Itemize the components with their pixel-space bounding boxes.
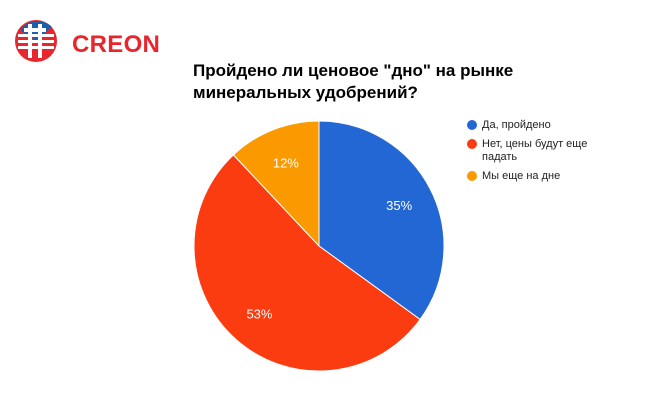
- chart-title-line-1: Пройдено ли ценовое "дно" на рынке: [193, 61, 514, 80]
- legend-item-bottom[interactable]: Мы еще на дне: [467, 170, 657, 183]
- pie-label-no: 53%: [246, 307, 272, 322]
- chart-title-line-2: минеральных удобрений?: [193, 83, 418, 102]
- pie-label-bottom: 12%: [273, 155, 299, 170]
- brand-name: CREON: [72, 31, 161, 58]
- pie-slice-no[interactable]: [193, 154, 421, 372]
- legend-item-yes[interactable]: Да, пройдено: [467, 119, 657, 132]
- legend-label-bottom: Мы еще на дне: [482, 170, 608, 183]
- legend-label-yes-line-1: Да, пройдено: [482, 119, 551, 131]
- pie-label-yes: 35%: [386, 198, 412, 213]
- legend-swatch-bottom: [467, 171, 477, 181]
- legend-item-no[interactable]: Нет, цены будут еще падать: [467, 138, 657, 164]
- legend-label-bottom-line-1: Мы еще на дне: [482, 170, 561, 182]
- legend-label-no-line-2: падать: [482, 151, 518, 163]
- legend-label-yes: Да, пройдено: [482, 119, 608, 132]
- chart-title: Пройдено ли ценовое "дно" на рынке минер…: [193, 60, 553, 104]
- creon-emblem-icon: [15, 20, 57, 62]
- creon-logo: CREON: [14, 14, 174, 78]
- pie-slice-bottom[interactable]: [232, 120, 320, 248]
- legend-swatch-yes: [467, 120, 477, 130]
- chart-legend: Да, пройдено Нет, цены будут еще падать …: [467, 119, 657, 189]
- legend-swatch-no: [467, 139, 477, 149]
- legend-label-no-line-1: Нет, цены будут еще: [482, 138, 588, 150]
- pie-slice-yes[interactable]: [318, 120, 445, 321]
- legend-label-no: Нет, цены будут еще падать: [482, 138, 608, 164]
